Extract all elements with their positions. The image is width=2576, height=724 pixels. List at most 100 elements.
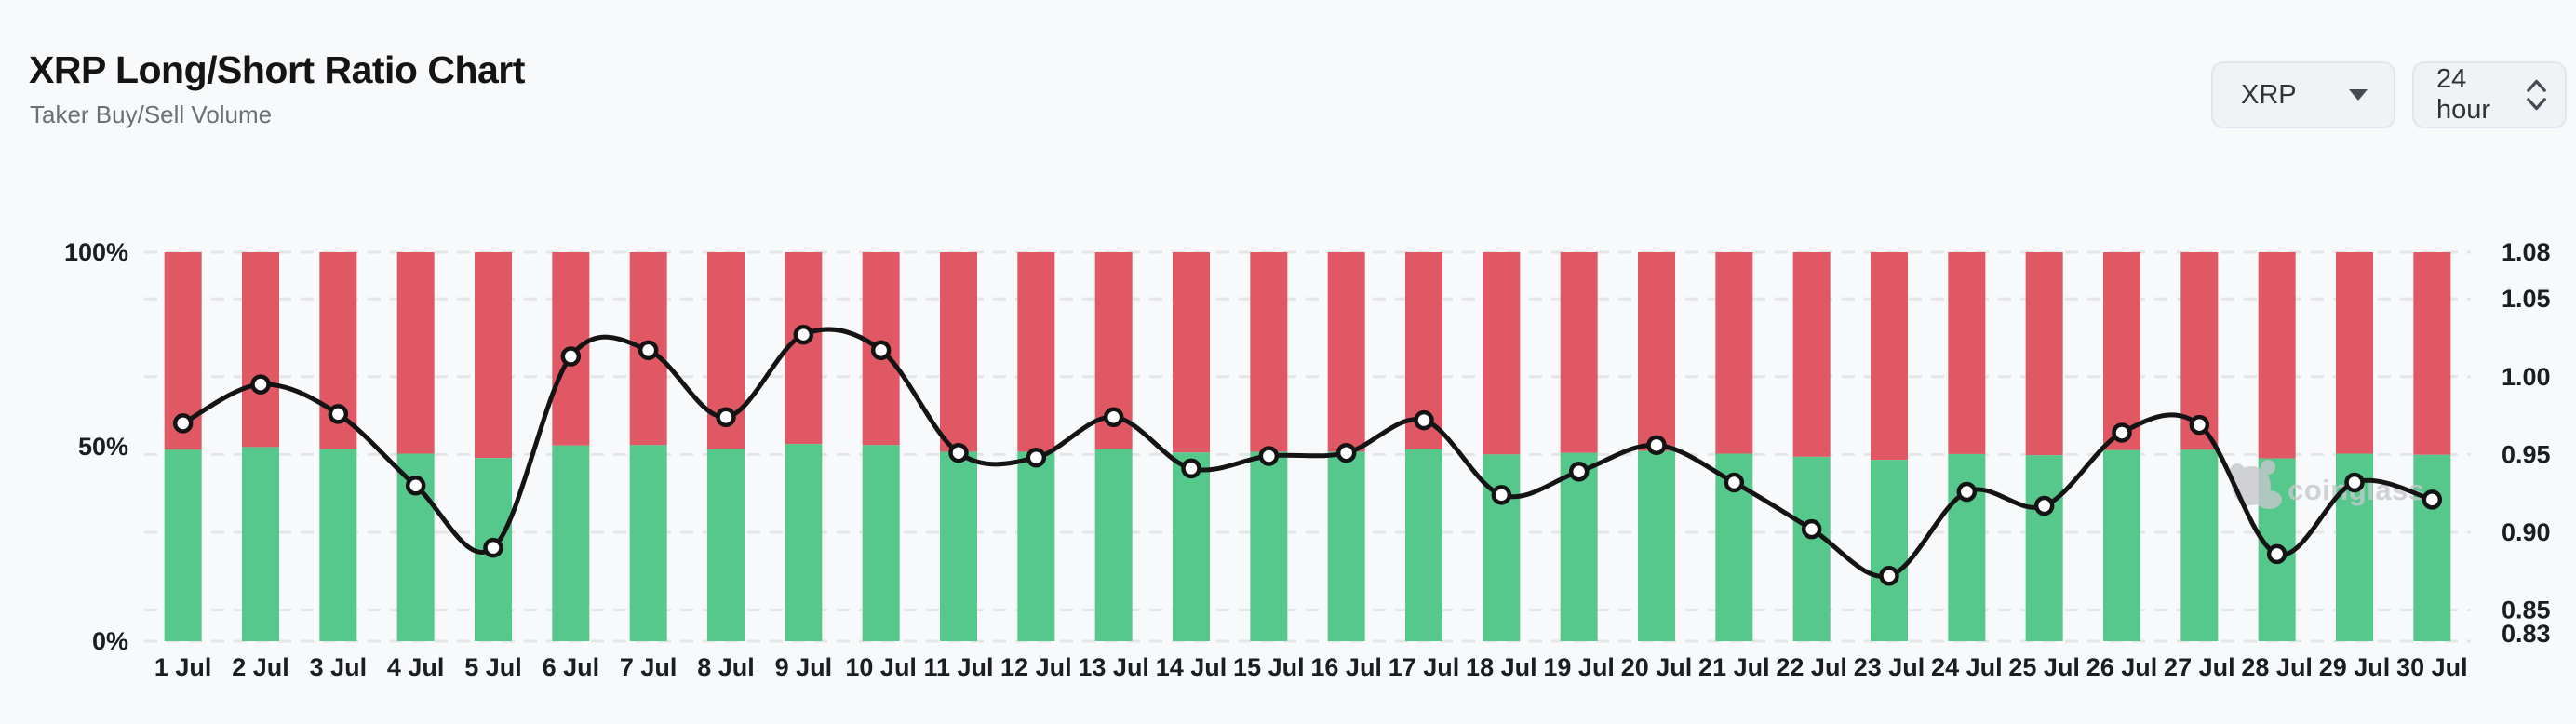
ratio-marker [1181, 458, 1201, 479]
right-axis-tick-label: 0.90 [2502, 518, 2551, 546]
x-axis-date-label: 29 Jul [2319, 653, 2391, 681]
sell-bar [1483, 252, 1521, 455]
sell-bar [1250, 252, 1288, 452]
ratio-marker [1568, 462, 1590, 482]
buy-bar [319, 449, 357, 641]
ratio-marker [1335, 442, 1357, 463]
ratio-marker [2112, 422, 2132, 443]
x-axis-date-label: 11 Jul [923, 653, 993, 681]
x-axis-date-label: 20 Jul [1621, 653, 1693, 681]
ratio-marker [2422, 489, 2443, 510]
volume-bars [164, 252, 2451, 641]
x-axis-date-label: 2 Jul [232, 653, 289, 681]
sell-bar [2258, 252, 2296, 459]
buy-bar [164, 449, 202, 641]
buy-bar [1173, 452, 1210, 641]
ratio-marker [793, 324, 814, 345]
ratio-marker [250, 374, 271, 395]
buy-bar [629, 445, 667, 641]
buy-bar [2180, 449, 2219, 641]
x-axis-date-label: 10 Jul [845, 653, 917, 681]
left-axis-tick-label: 0% [92, 627, 128, 655]
buy-bar [1327, 451, 1365, 641]
ratio-marker [560, 346, 582, 367]
x-axis-labels: 1 Jul 2 Jul 3 Jul 4 Jul 5 Jul 6 Jul 7 Jul 8 Jul… [154, 653, 2468, 681]
x-axis-date-label: 23 Jul [1854, 653, 1925, 681]
ratio-marker [328, 404, 349, 424]
ratio-marker [1801, 518, 1822, 540]
x-axis-date-label: 14 Jul [1156, 653, 1228, 681]
ratio-markers [172, 324, 2443, 586]
ratio-marker [1258, 446, 1280, 466]
sell-bar [2336, 252, 2373, 454]
sell-bar [1017, 252, 1055, 452]
buy-bar [1638, 450, 1675, 641]
sell-bar [2025, 252, 2063, 456]
x-axis-date-label: 6 Jul [543, 653, 600, 681]
buy-bar [1405, 449, 1442, 641]
sell-bar [1638, 252, 1675, 451]
buy-bar [1792, 456, 1831, 641]
left-axis-tick-label: 100% [64, 238, 128, 266]
ratio-marker [716, 407, 736, 427]
x-axis-date-label: 30 Jul [2396, 653, 2468, 681]
sell-bar [1173, 252, 1210, 453]
buy-bar [1483, 454, 1521, 641]
ratio-marker [1724, 472, 1745, 493]
buy-bar [2025, 455, 2063, 641]
interval-select[interactable]: 24 hour [2412, 61, 2567, 128]
sell-bar [1871, 252, 1908, 461]
x-axis-date-label: 17 Jul [1389, 653, 1460, 681]
x-axis-date-label: 16 Jul [1310, 653, 1382, 681]
buy-bar [242, 447, 279, 641]
sell-bar [475, 252, 512, 459]
interval-select-value: 24 hour [2436, 64, 2491, 125]
sell-bar [242, 252, 279, 448]
buy-bar [552, 445, 590, 641]
coin-select-value: XRP [2241, 79, 2297, 110]
x-axis-date-label: 24 Jul [1931, 653, 2003, 681]
sell-bar [940, 252, 977, 452]
ratio-marker [1956, 481, 1978, 503]
x-axis-date-label: 15 Jul [1233, 653, 1305, 681]
ratio-marker [2266, 543, 2288, 565]
sell-bar [785, 252, 823, 445]
x-axis-date-label: 12 Jul [1000, 653, 1072, 681]
coin-select[interactable]: XRP [2211, 61, 2395, 128]
page-title: XRP Long/Short Ratio Chart [29, 48, 525, 91]
x-axis-date-label: 13 Jul [1078, 653, 1149, 681]
sell-bar [1715, 252, 1753, 454]
right-axis-tick-label: 1.05 [2502, 285, 2551, 313]
ratio-marker [948, 442, 969, 463]
x-axis-date-label: 27 Jul [2164, 653, 2235, 681]
up-down-chevrons-icon [2527, 79, 2546, 111]
x-axis-date-label: 28 Jul [2241, 653, 2313, 681]
right-axis-tick-label: 1.08 [2502, 238, 2551, 266]
long-short-ratio-chart: 100%50%0%1.081.051.000.950.900.850.83coi… [64, 238, 2551, 681]
x-axis-date-label: 22 Jul [1776, 653, 1847, 681]
sell-bar [2413, 252, 2451, 455]
ratio-marker [1103, 407, 1124, 427]
sell-bar [1792, 252, 1831, 457]
sell-bar [396, 252, 435, 454]
ratio-marker [1646, 435, 1667, 456]
chart-subtitle: Taker Buy/Sell Volume [30, 101, 273, 128]
left-axis-tick-label: 50% [78, 433, 128, 461]
ratio-marker [2344, 472, 2365, 493]
buy-bar [2413, 454, 2451, 641]
x-axis-date-label: 25 Jul [2008, 653, 2080, 681]
ratio-marker [1026, 447, 1047, 468]
buy-bar [862, 445, 900, 641]
x-axis-date-label: 19 Jul [1543, 653, 1615, 681]
x-axis-date-label: 7 Jul [620, 653, 678, 681]
right-axis-tick-label: 1.00 [2502, 363, 2551, 391]
y-axis-left-labels: 100% 50% 0% [64, 238, 128, 655]
ratio-marker [2033, 495, 2055, 516]
buy-bar [785, 444, 823, 641]
x-axis-date-label: 3 Jul [310, 653, 368, 681]
buy-bar [1094, 449, 1133, 641]
right-axis-tick-label: 0.95 [2502, 440, 2551, 468]
buy-bar [707, 449, 745, 641]
y-axis-right-labels: 1.08 1.05 1.00 0.95 0.90 0.850.83 [2502, 238, 2551, 648]
